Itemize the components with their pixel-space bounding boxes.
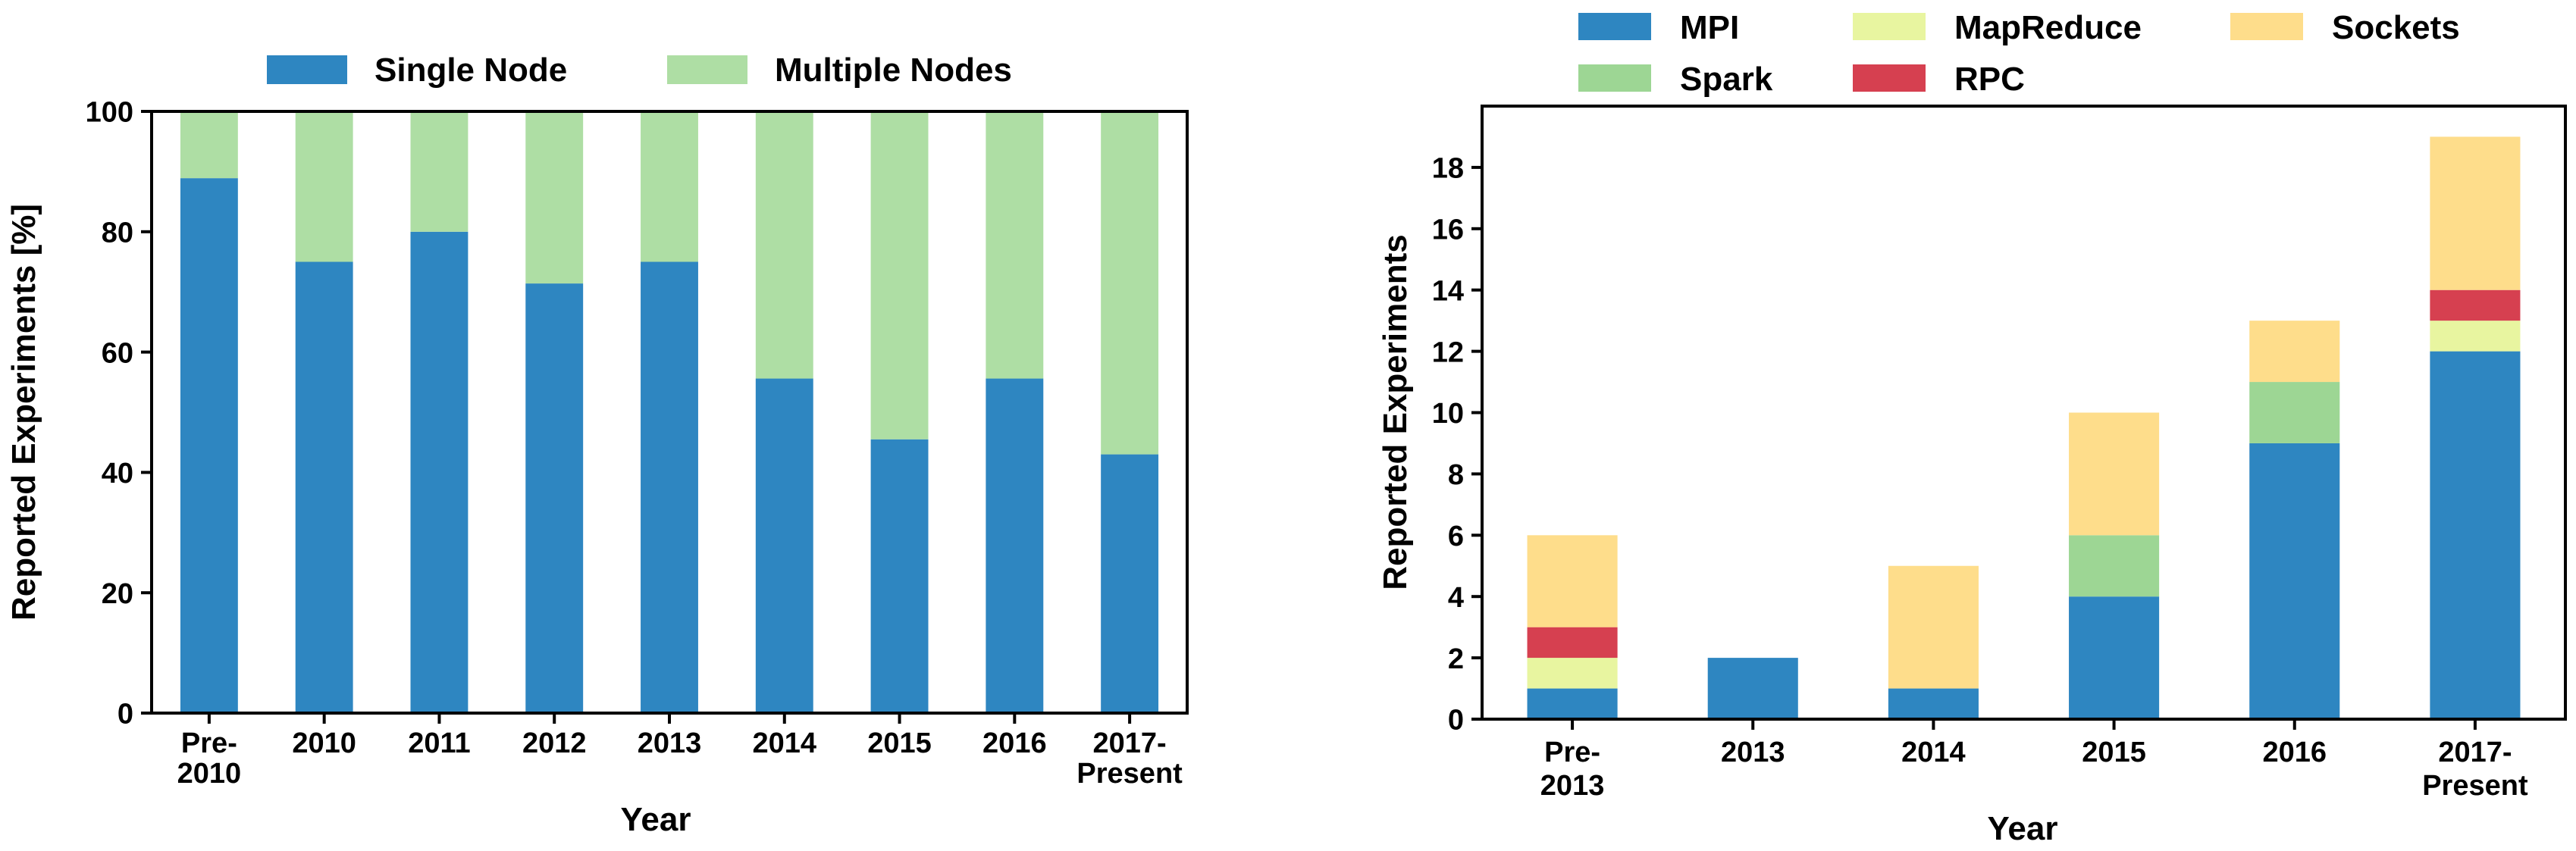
bar-multiple-nodes-2012 — [525, 111, 584, 284]
bar-sockets-2014 — [1888, 565, 1979, 689]
x-tick-label-2013: 2013 — [1721, 737, 1785, 768]
y-tick-label-10: 10 — [1432, 398, 1464, 430]
y-tick-label-40: 40 — [102, 458, 133, 490]
y-tick-label-8: 8 — [1448, 459, 1464, 491]
bar-single-node-2016 — [986, 378, 1044, 713]
right-plot-frame — [1481, 105, 2567, 721]
legend-label-mapreduce: MapReduce — [1954, 9, 2142, 46]
left-bars — [180, 111, 1159, 714]
bar-multiple-nodes-2016 — [986, 111, 1044, 379]
bar-mapreduce-2017-present — [2430, 321, 2521, 352]
bar-single-node-2014 — [755, 378, 813, 713]
right-x-axis-ticks: Pre-2013 2013 2014 2015 2016 2017-Present — [1540, 719, 2528, 802]
left-y-axis-ticks: 0 20 40 60 80 100 — [86, 97, 152, 731]
x-tick-label-2014: 2014 — [753, 727, 817, 759]
bar-sockets-pre-2013 — [1527, 535, 1618, 627]
chart-single-vs-multiple-nodes: 0 20 40 60 80 100 Pre-2010 2010 2011 2012 2013 201… — [5, 52, 1189, 838]
y-tick-label-0: 0 — [118, 699, 133, 731]
bar-mpi-2017-present — [2430, 351, 2521, 719]
legend-swatch-spark — [1578, 64, 1651, 92]
legend-swatch-sockets — [2230, 13, 2303, 40]
x-tick-label-2015: 2015 — [867, 727, 932, 759]
legend-swatch-mpi — [1578, 13, 1651, 40]
right-y-axis-label: Reported Experiments — [1377, 234, 1414, 590]
y-tick-label-60: 60 — [102, 337, 133, 369]
legend-label-single-node: Single Node — [374, 52, 567, 89]
bar-mpi-2013 — [1707, 658, 1798, 719]
y-tick-label-0: 0 — [1448, 705, 1464, 737]
bar-multiple-nodes-2015 — [870, 111, 929, 440]
legend-swatch-single-node — [267, 55, 347, 84]
x-tick-label-pre-2013: Pre-2013 — [1540, 737, 1605, 802]
bar-rpc-pre-2013 — [1527, 627, 1618, 659]
bar-multiple-nodes-pre-2010 — [180, 111, 238, 179]
bar-single-node-2012 — [525, 283, 584, 714]
x-tick-label-2017-present: 2017-Present — [2422, 737, 2528, 802]
bar-single-node-2010 — [295, 261, 353, 713]
x-tick-label-2015: 2015 — [2082, 737, 2146, 768]
x-tick-label-2016: 2016 — [2262, 737, 2327, 768]
legend-label-sockets: Sockets — [2332, 9, 2460, 46]
bar-multiple-nodes-2014 — [755, 111, 813, 379]
bar-single-node-2015 — [870, 439, 929, 713]
x-tick-label-pre-2010: Pre-2010 — [177, 727, 242, 790]
y-tick-label-14: 14 — [1432, 275, 1464, 307]
bar-multiple-nodes-2013 — [641, 111, 698, 262]
chart-frameworks-by-year: 0 2 4 6 8 10 12 14 16 18 Pre-2013 2013 2014 2015 2016… — [1377, 9, 2567, 847]
legend-label-multiple-nodes: Multiple Nodes — [775, 52, 1012, 89]
x-tick-label-2013: 2013 — [638, 727, 702, 759]
bar-mpi-2016 — [2249, 443, 2340, 719]
legend-swatch-rpc — [1853, 64, 1926, 92]
left-x-axis-label: Year — [621, 801, 691, 838]
right-legend: MPI Spark MapReduce RPC Sockets — [1578, 9, 2460, 98]
bar-single-node-2013 — [641, 261, 698, 713]
bar-multiple-nodes-2011 — [410, 111, 469, 232]
bar-spark-2016 — [2249, 382, 2340, 443]
bar-mapreduce-pre-2013 — [1527, 658, 1618, 689]
legend-label-spark: Spark — [1680, 61, 1773, 98]
legend-swatch-mapreduce — [1853, 13, 1926, 40]
bar-single-node-2017-present — [1101, 454, 1159, 713]
bar-single-node-2011 — [410, 231, 469, 713]
bar-mpi-2015 — [2069, 596, 2160, 719]
x-tick-label-2012: 2012 — [522, 727, 587, 759]
bar-spark-2015 — [2069, 535, 2160, 597]
bar-rpc-2017-present — [2430, 289, 2521, 321]
bar-multiple-nodes-2010 — [295, 111, 353, 262]
y-tick-label-2: 2 — [1448, 643, 1464, 675]
bar-sockets-2015 — [2069, 412, 2160, 536]
x-tick-label-2016: 2016 — [982, 727, 1047, 759]
right-y-axis-ticks: 0 2 4 6 8 10 12 14 16 18 — [1432, 153, 1482, 737]
right-x-axis-label: Year — [1988, 810, 2058, 847]
bar-single-node-pre-2010 — [180, 178, 238, 713]
left-y-axis-label: Reported Experiments [%] — [5, 204, 42, 621]
bar-sockets-2016 — [2249, 321, 2340, 383]
y-tick-label-4: 4 — [1448, 582, 1464, 614]
legend-label-mpi: MPI — [1680, 9, 1739, 46]
left-x-axis-ticks: Pre-2010 2010 2011 2012 2013 2014 2015 2016 2017… — [177, 713, 1183, 790]
y-tick-label-12: 12 — [1432, 336, 1464, 368]
x-tick-label-2017-present: 2017-Present — [1076, 727, 1183, 790]
x-tick-label-2010: 2010 — [292, 727, 356, 759]
legend-swatch-multiple-nodes — [667, 55, 747, 84]
y-tick-label-20: 20 — [102, 578, 133, 610]
y-tick-label-18: 18 — [1432, 153, 1464, 185]
y-tick-label-6: 6 — [1448, 521, 1464, 552]
bar-multiple-nodes-2017-present — [1101, 111, 1159, 455]
x-tick-label-2014: 2014 — [1901, 737, 1966, 768]
left-legend: Single Node Multiple Nodes — [267, 52, 1012, 89]
y-tick-label-100: 100 — [86, 97, 133, 129]
bar-mpi-2014 — [1888, 688, 1979, 719]
x-tick-label-2011: 2011 — [408, 727, 470, 759]
bar-mpi-pre-2013 — [1527, 688, 1618, 719]
bar-sockets-2017-present — [2430, 136, 2521, 290]
right-bars — [1527, 136, 2521, 719]
y-tick-label-80: 80 — [102, 217, 133, 249]
legend-label-rpc: RPC — [1954, 61, 2025, 98]
y-tick-label-16: 16 — [1432, 214, 1464, 246]
